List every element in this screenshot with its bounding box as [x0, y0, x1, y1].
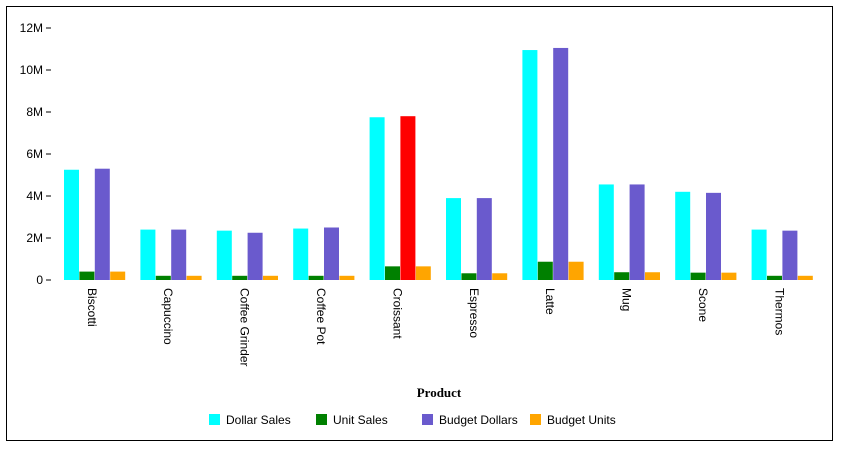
- bar-unit-sales[interactable]: [767, 275, 782, 280]
- category-label: Thermos: [772, 288, 786, 335]
- category-label: Scone: [696, 288, 710, 322]
- bar-dollar-sales[interactable]: [64, 169, 79, 280]
- category-label: Croissant: [390, 288, 404, 339]
- bar-dollar-sales[interactable]: [522, 50, 538, 280]
- category-label: Mug: [620, 288, 634, 311]
- bar-budget-units[interactable]: [415, 266, 431, 280]
- y-tick-label: 0: [36, 273, 43, 287]
- bar-budget-dollars[interactable]: [247, 232, 263, 280]
- bar-budget-units[interactable]: [186, 275, 202, 280]
- y-axis: 0 2M 4M 6M 8M 10M 12M: [20, 21, 51, 287]
- bar-budget-dollars[interactable]: [171, 229, 187, 280]
- legend-label: Dollar Sales: [226, 413, 291, 427]
- category-label: Espresso: [467, 288, 481, 338]
- legend-swatch: [316, 414, 327, 425]
- y-tick-label: 8M: [26, 105, 43, 119]
- bar-unit-sales[interactable]: [537, 261, 553, 280]
- bar-unit-sales[interactable]: [232, 275, 248, 280]
- bar-budget-dollars[interactable]: [782, 230, 798, 280]
- category-label: Capuccino: [161, 288, 175, 345]
- bar-unit-sales[interactable]: [690, 272, 706, 280]
- bar-budget-units[interactable]: [568, 261, 584, 280]
- bar-dollar-sales[interactable]: [598, 184, 614, 280]
- x-axis-title: Product: [417, 385, 462, 400]
- bar-dollar-sales[interactable]: [751, 229, 767, 280]
- bar-budget-dollars[interactable]: [706, 192, 721, 280]
- bar-budget-units[interactable]: [492, 273, 508, 280]
- bar-dollar-sales[interactable]: [140, 229, 156, 280]
- y-tick-label: 2M: [26, 231, 43, 245]
- bar-budget-units[interactable]: [797, 275, 813, 280]
- bar-budget-dollars[interactable]: [476, 198, 492, 280]
- legend-label: Unit Sales: [333, 413, 388, 427]
- category-label: Coffee Grinder: [238, 288, 252, 367]
- bar-unit-sales[interactable]: [614, 272, 630, 280]
- bar-unit-sales[interactable]: [155, 275, 171, 280]
- legend-swatch: [530, 414, 541, 425]
- y-tick-label: 10M: [20, 63, 43, 77]
- category-labels: Biscotti Capuccino Coffee Grinder Coffee Po…: [85, 288, 787, 367]
- bar-unit-sales[interactable]: [79, 271, 95, 280]
- bars: [64, 47, 813, 281]
- chart-frame: [6, 6, 833, 441]
- legend-label: Budget Dollars: [439, 413, 518, 427]
- legend-label: Budget Units: [547, 413, 616, 427]
- bar-dollar-sales[interactable]: [675, 191, 691, 280]
- bar-budget-dollars[interactable]: [400, 116, 416, 280]
- bar-budget-units[interactable]: [263, 275, 278, 280]
- bar-unit-sales[interactable]: [385, 266, 400, 280]
- bar-dollar-sales[interactable]: [216, 230, 232, 280]
- bar-budget-units[interactable]: [721, 272, 737, 280]
- legend: Dollar Sales Unit Sales Budget Dollars Budg…: [209, 413, 616, 427]
- y-tick-label: 6M: [26, 147, 43, 161]
- category-label: Coffee Pot: [314, 288, 328, 345]
- y-tick-label: 12M: [20, 21, 43, 35]
- bar-unit-sales[interactable]: [308, 275, 324, 280]
- category-label: Latte: [543, 288, 557, 315]
- y-tick-label: 4M: [26, 189, 43, 203]
- bar-budget-units[interactable]: [339, 275, 355, 280]
- bar-budget-units[interactable]: [110, 271, 126, 280]
- bar-budget-units[interactable]: [645, 272, 660, 280]
- bar-budget-dollars[interactable]: [324, 227, 339, 281]
- legend-swatch: [422, 414, 433, 425]
- bar-budget-dollars[interactable]: [553, 47, 569, 281]
- category-label: Biscotti: [85, 288, 99, 327]
- bar-dollar-sales[interactable]: [293, 228, 309, 280]
- bar-dollar-sales[interactable]: [369, 117, 385, 280]
- legend-swatch: [209, 414, 220, 425]
- bar-budget-dollars[interactable]: [94, 168, 110, 280]
- bar-dollar-sales[interactable]: [446, 198, 461, 280]
- bar-budget-dollars[interactable]: [629, 184, 645, 280]
- bar-unit-sales[interactable]: [461, 273, 477, 280]
